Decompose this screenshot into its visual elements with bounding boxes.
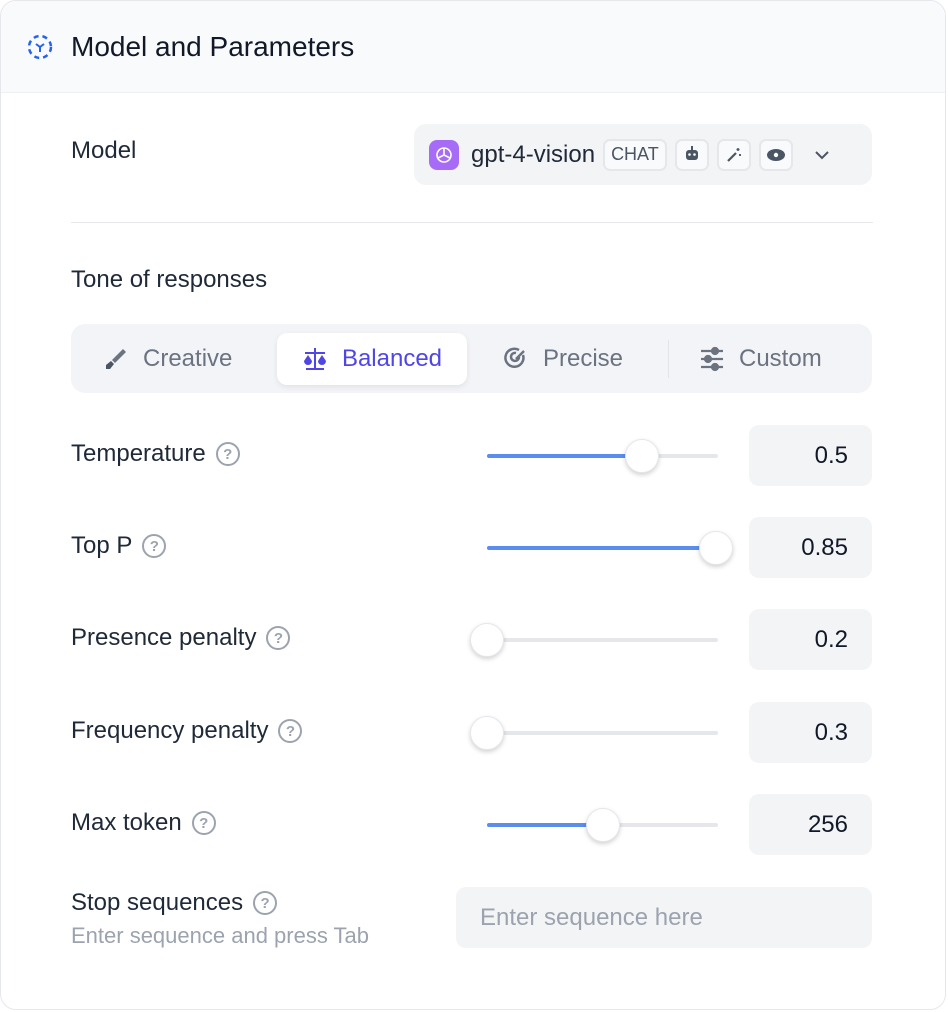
param-label: Frequency penalty <box>71 717 269 744</box>
stop-hint: Enter sequence and press Tab <box>71 923 370 948</box>
param-slider[interactable] <box>487 531 733 565</box>
tone-label: Tone of responses <box>71 266 268 293</box>
tab-label: Balanced <box>341 345 443 372</box>
param-value-input[interactable]: 256 <box>749 794 872 855</box>
help-icon[interactable]: ? <box>215 442 240 466</box>
tab-precise[interactable]: Precise <box>503 333 623 385</box>
slider-thumb[interactable] <box>624 439 659 473</box>
model-label: Model <box>71 137 137 164</box>
model-select[interactable]: gpt-4-vision CHAT <box>414 124 872 185</box>
tab-separator <box>668 340 669 378</box>
divider <box>71 222 873 223</box>
param-value-input[interactable]: 0.3 <box>749 702 872 763</box>
param-row: Presence penalty ? <box>71 624 869 652</box>
help-icon[interactable]: ? <box>142 534 167 558</box>
tone-tabs: Creative Balanced Precise Custom <box>71 324 872 393</box>
param-label: Top P <box>71 532 133 559</box>
param-value-input[interactable]: 0.2 <box>749 609 872 670</box>
model-name: gpt-4-vision <box>471 140 596 168</box>
tab-label: Creative <box>143 345 233 372</box>
slider-thumb[interactable] <box>585 808 620 842</box>
slider-thumb[interactable] <box>470 623 504 657</box>
slider-fill <box>487 546 716 550</box>
scale-icon <box>303 348 326 370</box>
sliders-icon <box>701 346 723 372</box>
stop-row: Stop sequences ? <box>71 889 869 917</box>
stop-sequence-input[interactable] <box>456 887 872 948</box>
param-slider[interactable] <box>470 623 718 657</box>
target-icon <box>504 347 525 368</box>
slider-fill <box>487 454 642 458</box>
slider-thumb[interactable] <box>698 531 733 565</box>
param-row: Frequency penalty ? <box>71 717 869 745</box>
model-row: Model <box>71 137 869 165</box>
param-slider[interactable] <box>487 808 718 842</box>
param-value-input[interactable]: 0.5 <box>749 425 872 486</box>
chevron-down-icon <box>815 150 829 159</box>
param-row: Top P ? <box>71 532 869 560</box>
help-icon[interactable]: ? <box>278 719 303 743</box>
tab-label: Precise <box>543 345 624 372</box>
help-icon[interactable]: ? <box>191 811 216 835</box>
model-cube-icon <box>27 34 53 59</box>
param-row: Temperature ? <box>71 440 869 468</box>
eye-icon <box>758 138 793 171</box>
slider-thumb[interactable] <box>470 716 504 750</box>
param-slider[interactable] <box>487 439 718 473</box>
slider-fill <box>487 823 603 827</box>
param-label: Presence penalty <box>71 624 257 651</box>
chat-badge: CHAT <box>603 138 667 171</box>
tab-creative[interactable]: Creative <box>103 333 232 385</box>
tab-label: Custom <box>739 345 822 372</box>
param-label: Max token <box>71 809 182 836</box>
brush-icon <box>106 349 126 369</box>
panel-header: Model and Parameters <box>1 1 945 93</box>
stop-label: Stop sequences <box>71 889 244 916</box>
param-value-input[interactable]: 0.85 <box>749 517 872 578</box>
tab-balanced[interactable]: Balanced <box>277 333 467 385</box>
param-row: Max token ? <box>71 809 869 837</box>
magic-wand-icon <box>716 138 751 171</box>
tab-custom[interactable]: Custom <box>699 333 822 385</box>
param-slider[interactable] <box>470 716 718 750</box>
panel-title: Model and Parameters <box>71 30 355 62</box>
openai-icon <box>429 139 459 170</box>
robot-icon <box>674 138 709 171</box>
help-icon[interactable]: ? <box>266 626 291 650</box>
help-icon[interactable]: ? <box>253 891 278 915</box>
param-label: Temperature <box>71 440 206 467</box>
